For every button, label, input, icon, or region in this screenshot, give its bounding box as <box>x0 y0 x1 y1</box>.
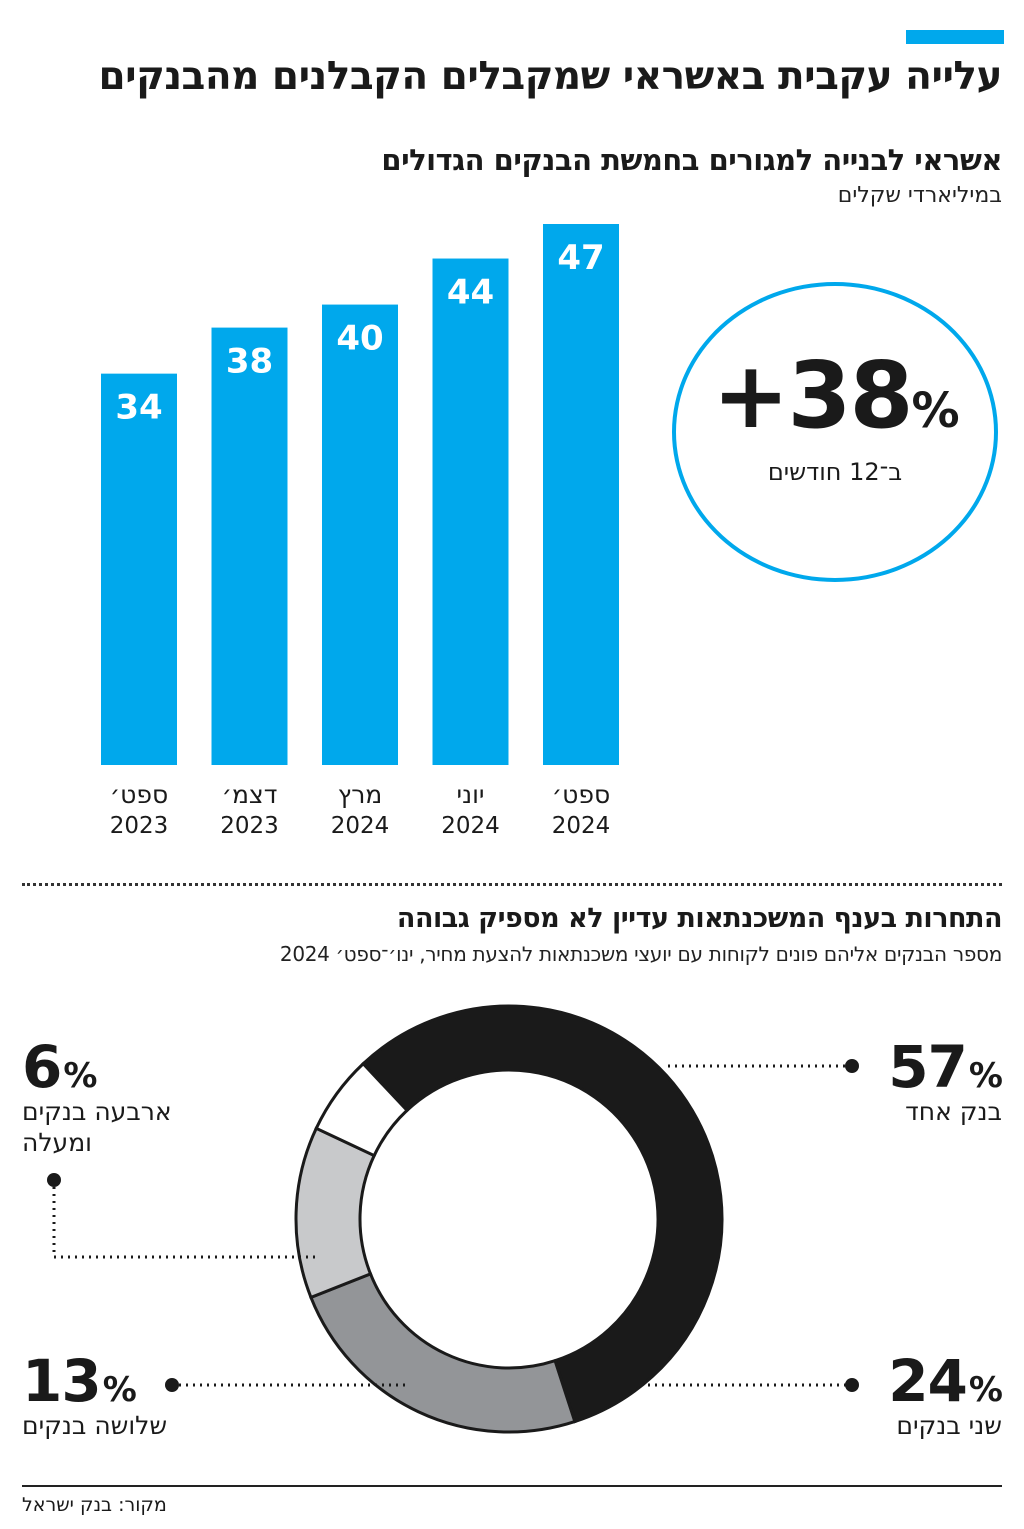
donut-slice-two-banks <box>309 1271 577 1434</box>
bar-4 <box>543 224 619 765</box>
slice-name-four-plus-banks: ארבעה בנקים ומעלה <box>22 1097 172 1158</box>
x-tick-month-4: ספט׳ <box>552 780 610 809</box>
bar-value-label-4: 47 <box>557 238 604 278</box>
section-divider <box>22 883 1002 886</box>
bar-value-label-1: 38 <box>226 342 273 382</box>
slice-label-two-banks: 24% שני בנקים <box>888 1347 1003 1441</box>
leader-two-banks-dot <box>845 1378 859 1392</box>
x-tick-year-0: 2023 <box>110 813 169 839</box>
growth-callout-value: +38% <box>712 342 959 449</box>
slice-label-one-bank: 57% בנק אחד <box>888 1033 1003 1127</box>
x-tick-year-1: 2023 <box>220 813 279 839</box>
leader-four-plus-banks <box>52 1180 318 1259</box>
x-tick-year-3: 2024 <box>441 813 500 839</box>
leader-three-banks-dot <box>165 1378 179 1392</box>
leader-four-plus-banks-dot <box>47 1173 61 1187</box>
bar-value-label-3: 44 <box>447 273 494 313</box>
source-note: מקור: בנק ישראל <box>22 1494 167 1516</box>
slice-value-four-plus-banks: 6% <box>22 1033 97 1101</box>
slice-name-one-bank: בנק אחד <box>905 1097 1002 1126</box>
slice-value-one-bank: 57% <box>888 1033 1003 1101</box>
slice-name-three-banks: שלושה בנקים <box>22 1411 168 1440</box>
x-tick-month-0: ספט׳ <box>110 780 168 809</box>
bar-1 <box>211 327 288 765</box>
slice-name-two-banks: שני בנקים <box>896 1411 1002 1440</box>
bar-value-label-0: 34 <box>115 388 162 428</box>
bar-chart: 34 ספט׳ 2023 38 דצמ׳ 2023 40 מרץ 2024 44 יוני 2024 4… <box>101 224 619 839</box>
x-tick-year-4: 2024 <box>552 813 611 839</box>
x-tick-year-2: 2024 <box>331 813 390 839</box>
x-tick-month-2: מרץ <box>338 780 383 809</box>
donut-chart-title: התחרות בענף המשכנתאות עדיין לא מספיק גבו… <box>396 903 1003 934</box>
bar-chart-title: אשראי לבנייה למגורים בחמשת הבנקים הגדולי… <box>381 143 1002 177</box>
leader-one-bank-dot <box>845 1059 859 1073</box>
footer-rule <box>22 1485 1002 1487</box>
donut-slice-one-bank <box>361 1004 724 1424</box>
donut-slice-three-banks <box>294 1126 377 1300</box>
donut-slice-four-plus-banks <box>314 1061 410 1158</box>
slice-label-four-plus-banks: 6% ארבעה בנקים ומעלה <box>22 1038 212 1159</box>
slice-value-three-banks: 13% <box>22 1347 137 1415</box>
slice-label-three-banks: 13% שלושה בנקים <box>22 1352 167 1441</box>
x-tick-month-1: דצמ׳ <box>222 780 278 809</box>
donut-chart-subtitle: מספר הבנקים אליהם פונים לקוחות עם יועצי … <box>279 942 1002 966</box>
bar-0 <box>101 373 177 765</box>
accent-bar <box>906 30 1004 44</box>
bar-2 <box>322 304 398 765</box>
slice-value-two-banks: 24% <box>888 1347 1003 1415</box>
bar-value-label-2: 40 <box>336 319 383 359</box>
x-tick-month-3: יוני <box>456 780 484 809</box>
bar-chart-unit: במיליארדי שקלים <box>837 183 1002 208</box>
growth-callout-circle <box>672 282 998 582</box>
growth-callout-label: ב־12 חודשים <box>767 458 903 486</box>
bar-3 <box>432 258 509 765</box>
main-title: עלייה עקבית באשראי שמקבלים הקבלנים מהבנק… <box>98 54 1003 99</box>
